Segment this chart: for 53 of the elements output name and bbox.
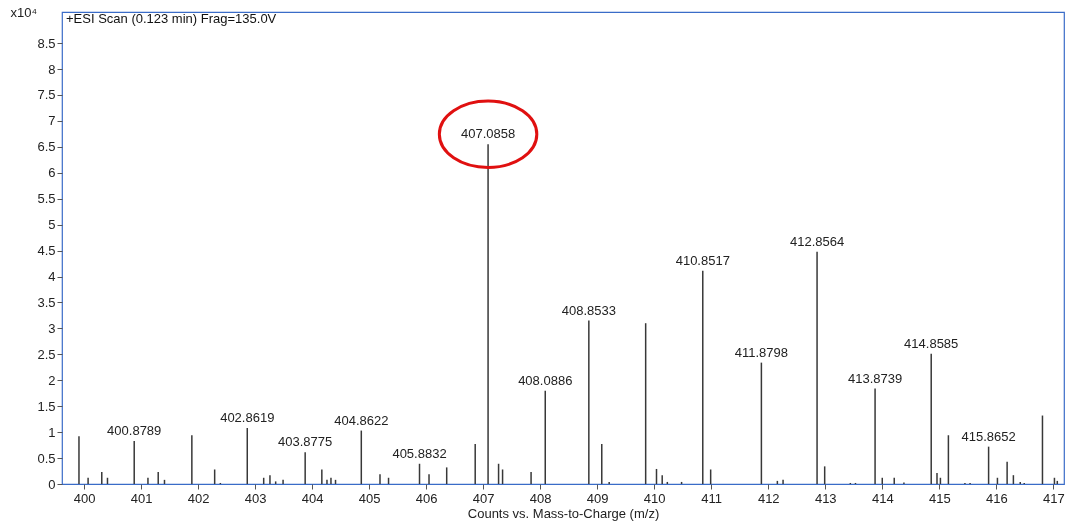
x-tick-label: 404	[301, 490, 324, 506]
y-tick-label: 8.5	[37, 35, 56, 51]
annotation: 400.8789	[107, 422, 162, 438]
x-tick-label: 409	[586, 490, 609, 506]
y-tick-label: 5.5	[37, 191, 56, 207]
x-tick-label: 413	[814, 490, 837, 506]
y-tick-label: 4.5	[37, 243, 56, 259]
x-tick-label: 410	[643, 490, 666, 506]
x-tick-label: 408	[529, 490, 552, 506]
x-tick-label: 406	[415, 490, 438, 506]
y-tick-label: 7.5	[37, 87, 56, 103]
x-tick-label: 417	[1042, 490, 1065, 506]
x-tick-label: 400	[73, 490, 96, 506]
x-tick-label: 416	[985, 490, 1008, 506]
annotation: 408.8533	[561, 302, 616, 318]
x-tick-label: 401	[130, 490, 153, 506]
x-tick-label: 415	[928, 490, 951, 506]
annotation: 405.8832	[392, 445, 447, 461]
x-tick-label: 405	[358, 490, 381, 506]
y-tick-label: 0	[48, 476, 56, 492]
y-tick-label: 5	[48, 217, 56, 233]
annotation: 408.0886	[518, 372, 573, 388]
y-tick-label: 3.5	[37, 294, 56, 310]
annotation: 410.8517	[675, 252, 730, 268]
annotation: 403.8775	[278, 434, 333, 450]
annotation: 414.8585	[904, 335, 959, 351]
annotation: 411.8798	[734, 344, 789, 360]
y-tick-label: 7	[48, 113, 56, 129]
annotation: 415.8652	[961, 428, 1016, 444]
x-tick-label: 411	[701, 490, 723, 506]
x-tick-label: 412	[757, 490, 780, 506]
y-tick-label: 6	[48, 165, 56, 181]
y-tick-label: 1.5	[37, 398, 56, 414]
annotation: 404.8622	[334, 412, 389, 428]
annotation: 413.8739	[847, 370, 903, 386]
y-tick-label: 1	[48, 424, 56, 440]
annotation: 402.8619	[220, 409, 275, 425]
x-tick-label: 414	[871, 490, 894, 506]
y-tick-label: 8	[48, 61, 56, 77]
y-tick-label: 3	[48, 320, 56, 336]
annotation: 412.8564	[789, 233, 845, 249]
y-tick-label: 0.5	[37, 450, 56, 466]
x-tick-label: 403	[244, 490, 267, 506]
x-tick-label: 402	[187, 490, 210, 506]
chart-title: +ESI Scan (0.123 min) Frag=135.0V	[66, 11, 277, 26]
y-tick-label: 2	[48, 372, 56, 388]
y-axis-title: x10⁴	[10, 4, 38, 20]
y-tick-label: 6.5	[37, 139, 56, 155]
x-tick-label: 407	[472, 490, 495, 506]
x-axis-title: Counts vs. Mass-to-Charge (m/z)	[467, 505, 660, 521]
annotation: 407.0858	[460, 126, 516, 142]
y-tick-label: 2.5	[37, 346, 56, 362]
y-tick-label: 4	[48, 269, 56, 285]
